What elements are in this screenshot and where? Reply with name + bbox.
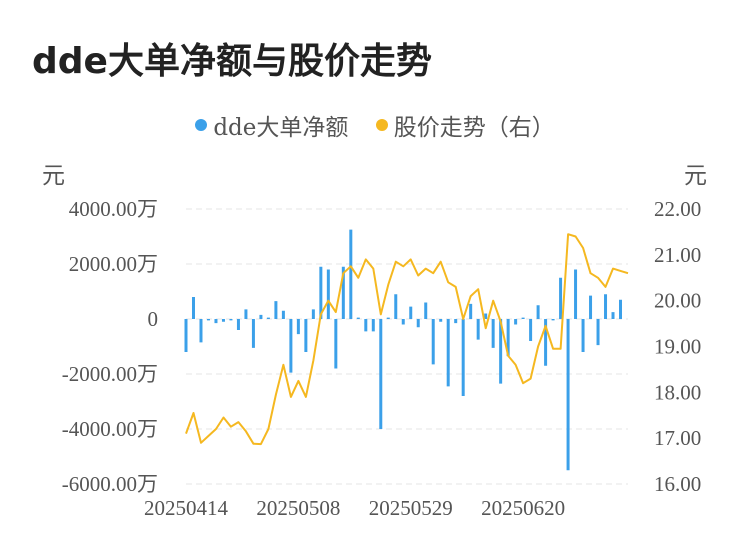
bar [334, 319, 338, 369]
bar [559, 277, 563, 319]
bar [289, 319, 293, 373]
bar [266, 317, 270, 319]
bar [544, 319, 548, 366]
y-tick-label-left: 0 [148, 307, 159, 331]
y-tick-label-right: 16.00 [654, 472, 701, 496]
bar [244, 309, 248, 319]
bar [251, 319, 255, 348]
x-tick-label: 20250620 [481, 496, 565, 520]
bar [529, 319, 533, 341]
bar [551, 319, 555, 321]
bar [356, 317, 360, 319]
bar [401, 319, 405, 325]
y-tick-label-right: 20.00 [654, 289, 701, 313]
legend-label-price: 股价走势（右） [393, 115, 555, 141]
bar [409, 306, 413, 319]
bar [581, 319, 585, 352]
bar [454, 319, 458, 324]
bar [229, 319, 233, 321]
x-tick-label: 20250414 [144, 496, 229, 520]
legend-label-dde: dde大单净额 [213, 115, 349, 141]
bar [349, 229, 353, 319]
y-tick-label-left: -6000.00万 [62, 472, 158, 496]
bar [424, 302, 428, 319]
bar [506, 319, 510, 357]
bar [499, 319, 503, 384]
bar [484, 313, 488, 319]
legend-item-price[interactable]: 股价走势（右） [375, 108, 555, 142]
bar [311, 309, 315, 319]
bar [191, 297, 195, 319]
legend-dot-blue [195, 119, 208, 131]
bar [386, 317, 390, 319]
bar [589, 295, 593, 319]
y-tick-label-left: -2000.00万 [62, 362, 158, 386]
bar [491, 319, 495, 348]
bar [596, 319, 600, 346]
bar [439, 319, 443, 322]
price-line [185, 233, 629, 446]
bar [221, 319, 225, 322]
y-tick-label-right: 18.00 [654, 380, 701, 404]
bar [184, 319, 188, 352]
bar [199, 319, 203, 343]
bar [574, 269, 578, 319]
bar [214, 319, 218, 324]
bar [431, 319, 435, 365]
bar [304, 319, 308, 352]
bar [259, 314, 263, 319]
legend-dot-orange [375, 119, 388, 131]
bar [326, 269, 330, 319]
bar [566, 319, 570, 471]
bar [341, 266, 345, 319]
bar [461, 319, 465, 396]
right-axis-unit: 元 [684, 163, 707, 189]
bar [521, 317, 525, 319]
y-tick-label-right: 17.00 [654, 426, 701, 450]
y-tick-label-left: 4000.00万 [69, 197, 158, 221]
bar [446, 319, 450, 387]
bar [394, 294, 398, 319]
bar [379, 319, 383, 429]
y-tick-label-left: -4000.00万 [62, 417, 158, 441]
legend: dde大单净额 股价走势（右） [0, 108, 750, 142]
y-tick-label-right: 22.00 [654, 197, 701, 221]
bar [296, 319, 300, 335]
left-axis-unit: 元 [42, 163, 65, 189]
chart-title: dde大单净额与股价走势 [32, 41, 432, 82]
bar [364, 319, 368, 332]
bar [536, 305, 540, 319]
bar [416, 319, 420, 328]
bar [371, 319, 375, 332]
bar [476, 319, 480, 340]
bar [469, 303, 473, 319]
legend-item-dde[interactable]: dde大单净额 [195, 108, 348, 142]
y-tick-label-right: 21.00 [654, 243, 701, 267]
bar [236, 319, 240, 330]
y-tick-label-right: 19.00 [654, 335, 701, 359]
bar [619, 299, 623, 319]
x-tick-label: 20250508 [256, 496, 340, 520]
bar [274, 301, 278, 319]
bar [281, 310, 285, 319]
bar [319, 266, 323, 319]
bar [604, 294, 608, 319]
bar [514, 319, 518, 325]
y-tick-label-left: 2000.00万 [69, 252, 158, 276]
bar [611, 312, 615, 319]
x-tick-label: 20250529 [369, 496, 453, 520]
bar [206, 319, 210, 321]
